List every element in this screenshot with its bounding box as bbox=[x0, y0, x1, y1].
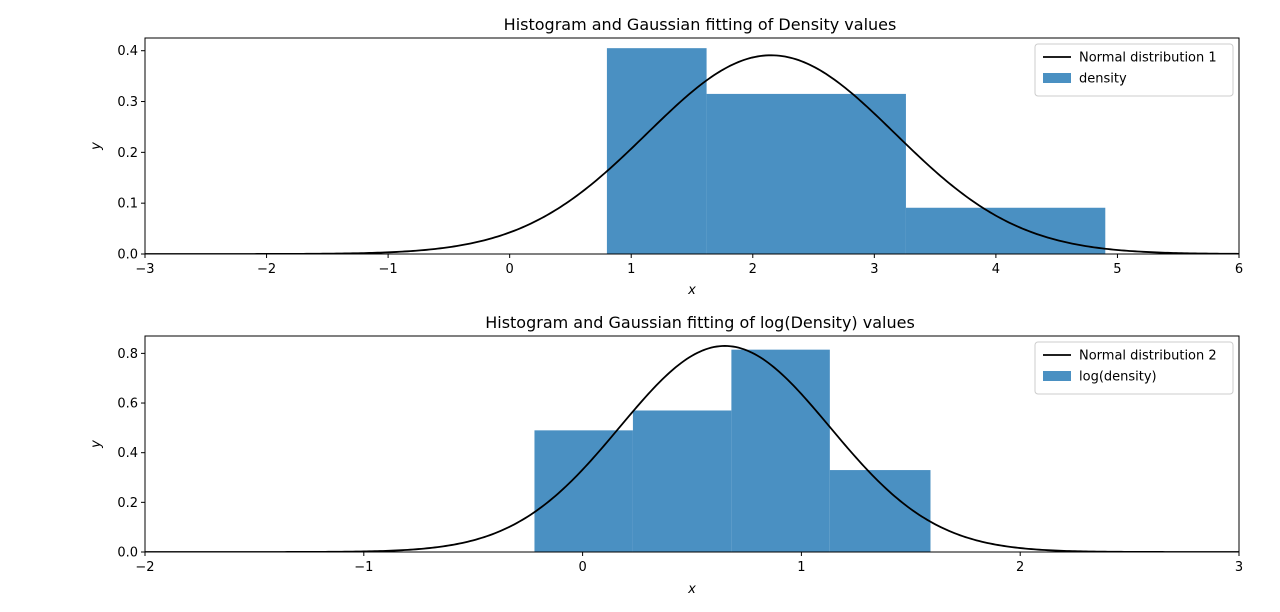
x-tick-label: −1 bbox=[354, 560, 373, 575]
x-tick-label: 0 bbox=[506, 262, 514, 277]
x-tick-label: −3 bbox=[135, 262, 154, 277]
axes-frame bbox=[144, 335, 1240, 553]
x-tick-label: 6 bbox=[1235, 262, 1243, 277]
y-tick-label: 0.2 bbox=[117, 496, 138, 511]
x-tick-label: 0 bbox=[578, 560, 586, 575]
legend-bar-swatch bbox=[1043, 73, 1071, 83]
histogram-bar bbox=[632, 410, 732, 552]
y-axis-label: y bbox=[89, 440, 104, 449]
x-tick-label: 1 bbox=[797, 560, 805, 575]
legend-entry-histogram: log(density) bbox=[1079, 370, 1157, 385]
legend-box bbox=[1034, 341, 1234, 395]
y-tick-label: 0.2 bbox=[117, 146, 138, 161]
chart-panel-log-density: −2 −1 0 1 2 3 0.0 0.2 0.4 0.6 0.8 Histogram and Gau… bbox=[89, 313, 1243, 597]
y-tick-label: 0.4 bbox=[117, 446, 138, 461]
x-tick-label: −1 bbox=[379, 262, 398, 277]
x-tick-label: −2 bbox=[135, 560, 154, 575]
chart-title: Histogram and Gaussian fitting of Densit… bbox=[504, 15, 897, 34]
x-tick-label: 5 bbox=[1113, 262, 1121, 277]
histogram-bar bbox=[606, 48, 707, 255]
y-tick-label: 0.3 bbox=[117, 95, 138, 110]
x-tick-label: 1 bbox=[627, 262, 635, 277]
y-tick-label: 0.0 bbox=[117, 546, 138, 561]
y-tick-label: 0.0 bbox=[117, 248, 138, 263]
legend-entry-curve: Normal distribution 2 bbox=[1079, 349, 1217, 364]
chart-title: Histogram and Gaussian fitting of log(De… bbox=[485, 313, 915, 332]
chart-panel-density: −3 −2 −1 0 1 2 3 4 5 6 0.0 0.1 0.2 0.3 0.4 Histogram an… bbox=[89, 15, 1243, 298]
x-tick-label: 3 bbox=[870, 262, 878, 277]
y-tick-label: 0.8 bbox=[117, 347, 138, 362]
axes-frame bbox=[144, 37, 1240, 255]
legend-box bbox=[1034, 43, 1234, 97]
x-tick-label: 2 bbox=[1016, 560, 1024, 575]
histogram-bar bbox=[534, 430, 633, 552]
y-axis-label: y bbox=[89, 142, 104, 151]
x-tick-label: −2 bbox=[257, 262, 276, 277]
x-tick-label: 2 bbox=[749, 262, 757, 277]
x-tick-label: 4 bbox=[992, 262, 1000, 277]
histogram-bar bbox=[905, 207, 1106, 254]
x-axis-label: x bbox=[687, 283, 696, 298]
legend-entry-histogram: density bbox=[1079, 72, 1127, 87]
x-tick-label: 3 bbox=[1235, 560, 1243, 575]
y-tick-label: 0.1 bbox=[117, 197, 138, 212]
x-axis-label: x bbox=[687, 582, 696, 597]
legend-bar-swatch bbox=[1043, 371, 1071, 381]
histogram-bar bbox=[731, 349, 830, 552]
y-tick-label: 0.4 bbox=[117, 44, 138, 59]
y-tick-label: 0.6 bbox=[117, 397, 138, 412]
histogram-bar bbox=[706, 93, 906, 254]
legend-entry-curve: Normal distribution 1 bbox=[1079, 51, 1217, 66]
